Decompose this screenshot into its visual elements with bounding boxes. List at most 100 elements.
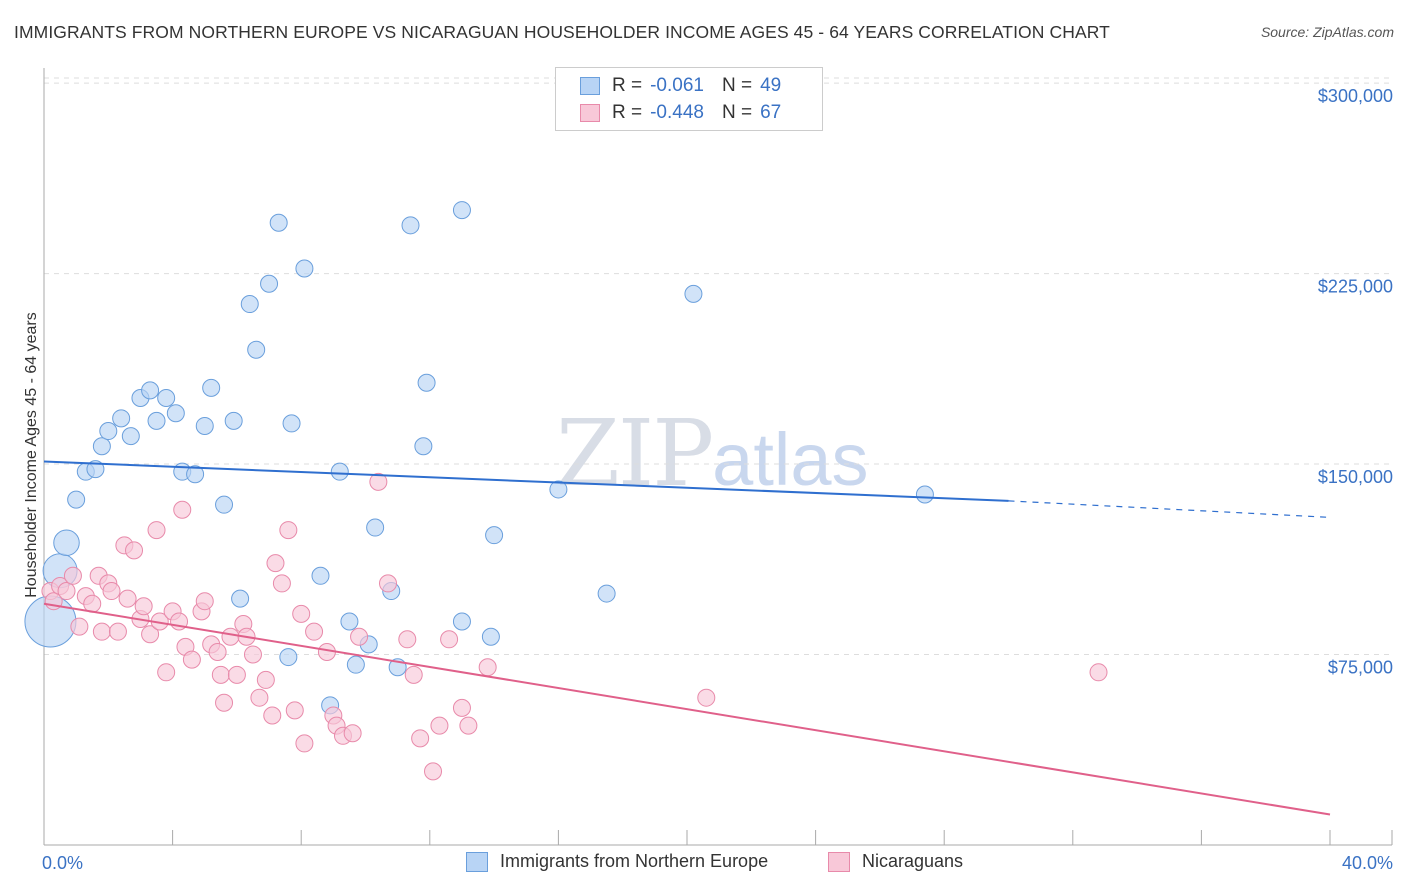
point-nicaraguans xyxy=(398,630,417,649)
point-northern-europe xyxy=(92,437,111,456)
point-northern-europe xyxy=(231,589,250,608)
point-northern-europe xyxy=(186,465,205,484)
point-northern-europe xyxy=(121,427,140,446)
point-nicaraguans xyxy=(295,734,314,753)
point-northern-europe xyxy=(346,655,365,674)
legend-n-label: N = xyxy=(721,102,753,123)
axes xyxy=(43,68,1393,846)
point-northern-europe xyxy=(112,409,131,428)
watermark-atlas: atlas xyxy=(712,418,869,501)
point-nicaraguans xyxy=(459,716,478,735)
point-nicaraguans xyxy=(256,670,275,689)
x-tick-label: 0.0% xyxy=(42,853,83,873)
point-northern-europe xyxy=(99,422,118,441)
point-nicaraguans xyxy=(350,627,369,646)
series-nicaraguans xyxy=(41,472,1108,781)
point-northern-europe xyxy=(240,295,259,314)
point-northern-europe xyxy=(147,411,166,430)
point-nicaraguans xyxy=(211,665,230,684)
point-northern-europe xyxy=(86,460,105,479)
point-northern-europe xyxy=(282,414,301,433)
legend-r-label: R = xyxy=(612,102,643,123)
point-northern-europe xyxy=(414,437,433,456)
y-tick-label: $300,000 xyxy=(1318,86,1393,106)
point-nicaraguans xyxy=(147,521,166,540)
legend-swatch-blue xyxy=(466,851,488,872)
point-nicaraguans xyxy=(63,566,82,585)
point-northern-europe xyxy=(295,259,314,278)
point-nicaraguans xyxy=(452,698,471,717)
point-nicaraguans xyxy=(343,724,362,743)
point-nicaraguans xyxy=(57,582,76,601)
legend-row-blue: R = -0.061 N = 49 xyxy=(580,74,781,98)
point-nicaraguans xyxy=(697,688,716,707)
point-northern-europe xyxy=(452,201,471,220)
point-nicaraguans xyxy=(430,716,449,735)
series-legend: Immigrants from Northern Europe Nicaragu… xyxy=(0,851,1406,877)
point-northern-europe xyxy=(279,648,298,667)
legend-swatch-pink xyxy=(828,851,850,872)
point-nicaraguans xyxy=(250,688,269,707)
point-nicaraguans xyxy=(279,521,298,540)
point-nicaraguans xyxy=(243,645,262,664)
point-nicaraguans xyxy=(173,500,192,519)
point-nicaraguans xyxy=(285,701,304,720)
point-northern-europe xyxy=(166,404,185,423)
point-northern-europe xyxy=(549,480,568,499)
point-northern-europe xyxy=(417,373,436,392)
point-northern-europe xyxy=(195,416,214,435)
point-nicaraguans xyxy=(266,554,285,573)
chart-title: IMMIGRANTS FROM NORTHERN EUROPE VS NICAR… xyxy=(14,22,1110,42)
point-nicaraguans xyxy=(440,630,459,649)
point-nicaraguans xyxy=(70,617,89,636)
point-nicaraguans xyxy=(157,663,176,682)
point-northern-europe xyxy=(485,526,504,545)
point-nicaraguans xyxy=(369,472,388,491)
legend-item-nicaraguans: Nicaraguans xyxy=(828,851,963,872)
gridlines xyxy=(44,77,1392,656)
y-tick-label: $150,000 xyxy=(1318,467,1393,487)
source-note: Source: ZipAtlas.com xyxy=(1260,24,1394,40)
watermark: ZIPatlas xyxy=(556,400,868,507)
point-northern-europe xyxy=(53,529,80,557)
legend-n-label: N = xyxy=(721,75,753,96)
point-nicaraguans xyxy=(92,622,111,641)
point-northern-europe xyxy=(269,213,288,232)
point-northern-europe xyxy=(452,612,471,631)
legend-swatch-pink xyxy=(580,104,600,122)
point-northern-europe xyxy=(67,490,86,509)
point-nicaraguans xyxy=(305,622,324,641)
series-northern-europe xyxy=(24,201,934,715)
point-northern-europe xyxy=(260,274,279,293)
point-nicaraguans xyxy=(478,658,497,677)
point-nicaraguans xyxy=(221,627,240,646)
trendline-northern-europe xyxy=(43,460,1009,502)
legend-item-northern-europe: Immigrants from Northern Europe xyxy=(466,851,768,872)
point-nicaraguans xyxy=(272,574,291,593)
point-nicaraguans xyxy=(292,604,311,623)
point-northern-europe xyxy=(247,340,266,359)
legend-row-pink: R = -0.448 N = 67 xyxy=(580,101,781,125)
point-nicaraguans xyxy=(134,597,153,616)
point-northern-europe xyxy=(366,518,385,537)
point-nicaraguans xyxy=(215,693,234,712)
point-northern-europe xyxy=(340,612,359,631)
x-tick-label: 40.0% xyxy=(1342,853,1393,873)
trendline-nicaraguans xyxy=(43,602,1331,816)
point-northern-europe xyxy=(330,462,349,481)
legend-swatch-blue xyxy=(580,77,600,95)
point-northern-europe xyxy=(157,389,176,408)
legend-n-value: 67 xyxy=(760,102,782,123)
point-northern-europe xyxy=(915,485,934,504)
point-nicaraguans xyxy=(102,582,121,601)
watermark-zip: ZIP xyxy=(556,400,714,507)
point-northern-europe xyxy=(224,411,243,430)
point-northern-europe xyxy=(215,495,234,514)
point-northern-europe xyxy=(481,627,500,646)
point-northern-europe xyxy=(597,584,616,603)
legend-label: Immigrants from Northern Europe xyxy=(500,851,769,871)
point-nicaraguans xyxy=(227,665,246,684)
point-northern-europe xyxy=(401,216,420,235)
correlation-legend: R = -0.061 N = 49 R = -0.448 N = 67 xyxy=(555,67,823,131)
